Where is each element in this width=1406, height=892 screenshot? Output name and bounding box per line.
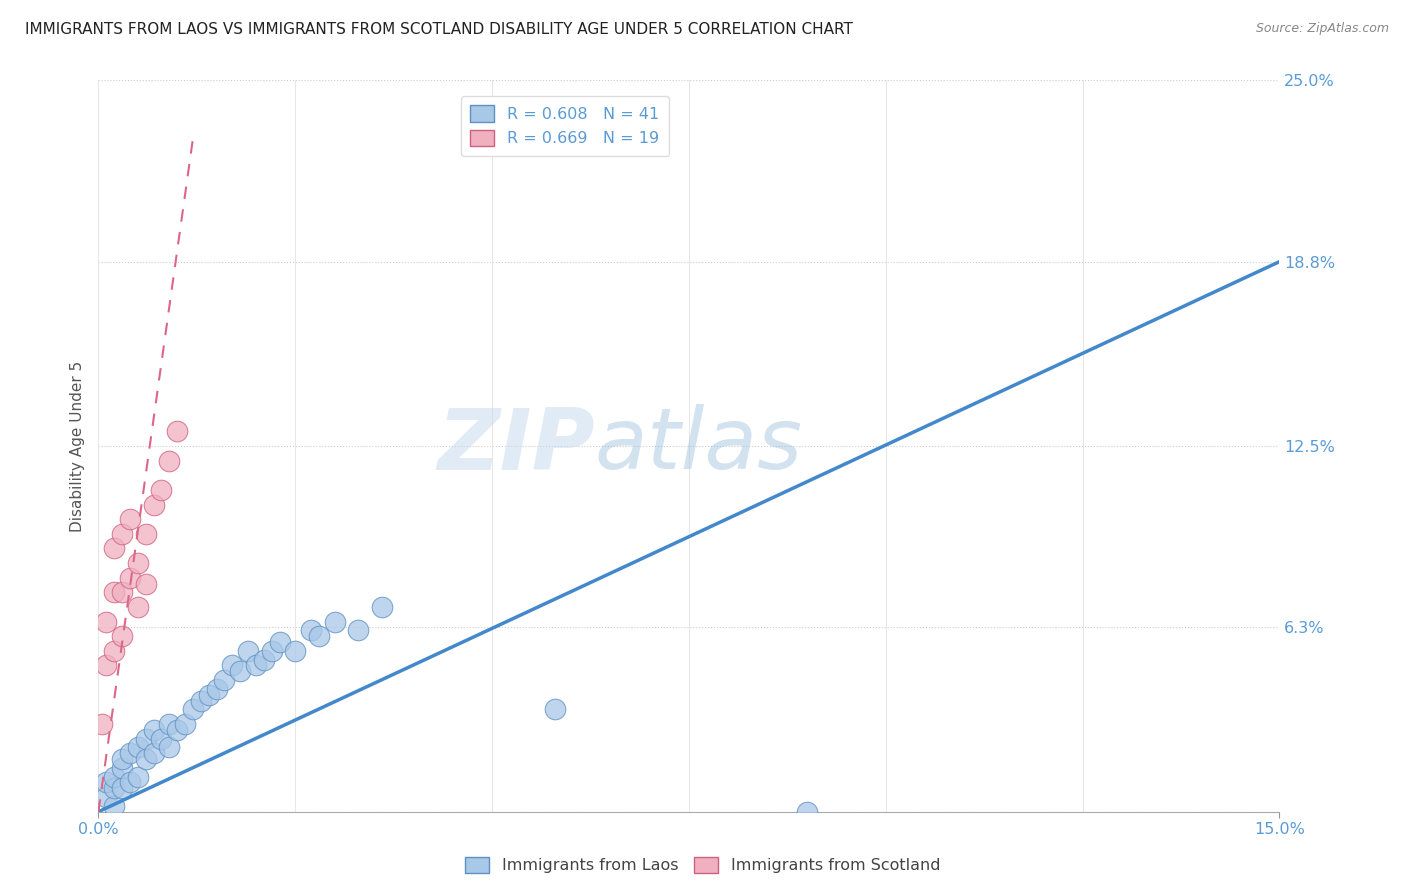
Text: ZIP: ZIP xyxy=(437,404,595,488)
Point xyxy=(135,526,157,541)
Point xyxy=(91,717,114,731)
Point xyxy=(142,723,165,737)
Point xyxy=(127,556,149,570)
Point xyxy=(308,629,330,643)
Point xyxy=(142,746,165,760)
Point xyxy=(371,599,394,614)
Point xyxy=(236,644,259,658)
Point xyxy=(96,775,118,789)
Point xyxy=(103,541,125,556)
Point xyxy=(190,693,212,707)
Point xyxy=(229,665,252,679)
Point xyxy=(111,752,134,766)
Point xyxy=(135,752,157,766)
Point xyxy=(166,425,188,439)
Point xyxy=(111,585,134,599)
Point xyxy=(127,599,149,614)
Point xyxy=(111,629,134,643)
Point xyxy=(323,615,346,629)
Point xyxy=(157,453,180,467)
Point xyxy=(127,770,149,784)
Point xyxy=(111,761,134,775)
Point xyxy=(157,740,180,755)
Point xyxy=(96,790,118,805)
Point xyxy=(103,798,125,813)
Point xyxy=(284,644,307,658)
Point xyxy=(166,723,188,737)
Point xyxy=(96,658,118,673)
Point xyxy=(181,702,204,716)
Point xyxy=(118,775,141,789)
Point xyxy=(150,731,173,746)
Point xyxy=(245,658,267,673)
Point xyxy=(135,731,157,746)
Text: Source: ZipAtlas.com: Source: ZipAtlas.com xyxy=(1256,22,1389,36)
Point xyxy=(214,673,236,687)
Point xyxy=(103,644,125,658)
Point xyxy=(174,717,197,731)
Point xyxy=(135,576,157,591)
Point xyxy=(118,512,141,526)
Legend: R = 0.608   N = 41, R = 0.669   N = 19: R = 0.608 N = 41, R = 0.669 N = 19 xyxy=(461,95,669,156)
Point xyxy=(157,717,180,731)
Point xyxy=(111,781,134,796)
Point xyxy=(205,681,228,696)
Point xyxy=(127,740,149,755)
Legend: Immigrants from Laos, Immigrants from Scotland: Immigrants from Laos, Immigrants from Sc… xyxy=(458,850,948,880)
Point xyxy=(103,781,125,796)
Text: atlas: atlas xyxy=(595,404,803,488)
Point xyxy=(142,498,165,512)
Point xyxy=(347,624,370,638)
Y-axis label: Disability Age Under 5: Disability Age Under 5 xyxy=(69,360,84,532)
Point xyxy=(269,635,291,649)
Point xyxy=(103,585,125,599)
Point xyxy=(299,624,322,638)
Point xyxy=(260,644,283,658)
Text: IMMIGRANTS FROM LAOS VS IMMIGRANTS FROM SCOTLAND DISABILITY AGE UNDER 5 CORRELAT: IMMIGRANTS FROM LAOS VS IMMIGRANTS FROM … xyxy=(25,22,853,37)
Point xyxy=(150,483,173,497)
Point xyxy=(544,702,567,716)
Point xyxy=(221,658,243,673)
Point xyxy=(796,805,818,819)
Point xyxy=(96,615,118,629)
Point xyxy=(118,571,141,585)
Point xyxy=(197,688,219,702)
Point xyxy=(118,746,141,760)
Point xyxy=(111,526,134,541)
Point xyxy=(103,770,125,784)
Point xyxy=(253,652,276,666)
